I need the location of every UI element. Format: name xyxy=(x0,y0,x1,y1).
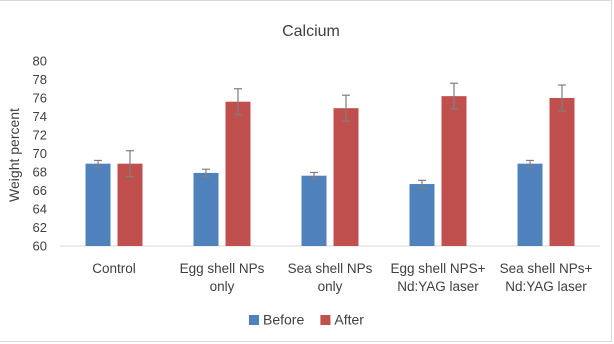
y-tick-label: 60 xyxy=(33,239,47,254)
bar-after xyxy=(225,101,251,246)
y-tick-label: 64 xyxy=(33,202,47,217)
bar-before xyxy=(517,163,543,246)
legend-label-after: After xyxy=(334,312,364,328)
y-tick-label: 80 xyxy=(33,54,47,69)
y-tick-label: 66 xyxy=(33,183,47,198)
y-tick-label: 78 xyxy=(33,72,47,87)
y-tick-label: 68 xyxy=(33,165,47,180)
bar-before xyxy=(193,172,219,246)
y-tick-label: 72 xyxy=(33,128,47,143)
y-axis-label: Weight percent xyxy=(6,108,22,202)
bar-after xyxy=(333,108,359,246)
y-tick-label: 76 xyxy=(33,91,47,106)
bar-after xyxy=(549,98,575,246)
y-tick-label: 62 xyxy=(33,220,47,235)
legend-swatch-before xyxy=(249,315,259,325)
x-tick-label: Egg shell NPs xyxy=(180,261,265,276)
x-tick-label: only xyxy=(210,279,235,294)
y-axis-ticks: 60 62 64 66 68 70 72 74 76 78 80 xyxy=(33,54,47,254)
x-tick-label: Nd:YAG laser xyxy=(505,279,587,294)
y-tick-label: 74 xyxy=(33,109,47,124)
legend-swatch-after xyxy=(320,315,331,325)
legend: Before After xyxy=(249,312,364,328)
x-tick-label: Nd:YAG laser xyxy=(397,279,479,294)
bar-before xyxy=(409,184,435,246)
bar-after xyxy=(117,163,143,246)
x-tick-label: Sea shell NPs+ xyxy=(500,261,593,276)
x-tick-label: Egg shell NPS+ xyxy=(391,261,486,276)
bar-before xyxy=(85,163,111,246)
bars xyxy=(85,96,575,247)
bar-before xyxy=(301,175,327,246)
chart-title: Calcium xyxy=(282,23,340,40)
y-tick-label: 70 xyxy=(33,146,47,161)
x-axis-ticks: Control Egg shell NPs only Sea shell NPs onl… xyxy=(92,261,592,294)
bar-after xyxy=(441,96,467,247)
legend-label-before: Before xyxy=(263,312,304,328)
x-tick-label: only xyxy=(318,279,343,294)
error-bars xyxy=(94,82,566,189)
x-tick-label: Sea shell NPs xyxy=(288,261,373,276)
x-tick-label: Control xyxy=(92,261,136,276)
